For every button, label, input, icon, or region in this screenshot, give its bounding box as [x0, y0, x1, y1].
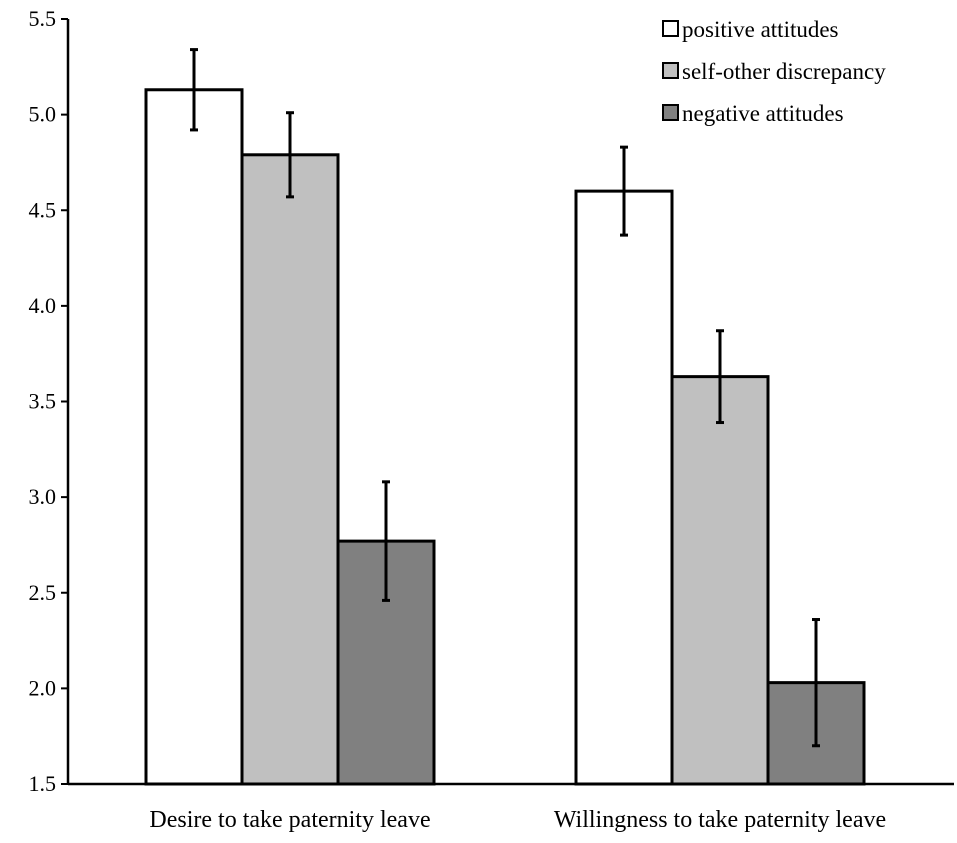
x-axis-category-labels: Desire to take paternity leave Willingnes…: [149, 807, 886, 833]
legend-swatch: [662, 62, 679, 79]
legend-label: negative attitudes: [682, 101, 844, 126]
y-tick-label: 3.0: [29, 484, 57, 509]
bar: [670, 375, 770, 786]
y-tick-label: 2.0: [29, 675, 57, 700]
y-tick-label: 4.5: [29, 197, 57, 222]
legend: positive attitudes self-other discrepancy…: [662, 17, 886, 126]
legend-label: positive attitudes: [682, 17, 839, 42]
y-tick-label: 3.5: [29, 389, 57, 414]
bar: [574, 189, 674, 786]
y-tick-label: 1.5: [29, 771, 57, 796]
y-tick-label: 5.5: [29, 6, 57, 31]
x-category-label: Desire to take paternity leave: [149, 807, 430, 833]
y-tick-label: 2.5: [29, 580, 57, 605]
x-category-label: Willingness to take paternity leave: [554, 807, 886, 833]
legend-label: self-other discrepancy: [682, 59, 886, 84]
y-tick-label: 4.0: [29, 293, 57, 318]
bar: [144, 88, 244, 786]
error-bars: [190, 48, 820, 748]
legend-swatch: [662, 104, 679, 121]
bars: [144, 88, 866, 786]
y-tick-label: 5.0: [29, 102, 57, 127]
legend-swatch: [662, 20, 679, 37]
y-axis-ticks: 1.5 2.0 2.5 3.0 3.5 4.0 4.5 5.0 5.5: [29, 6, 68, 796]
bar: [240, 153, 340, 786]
